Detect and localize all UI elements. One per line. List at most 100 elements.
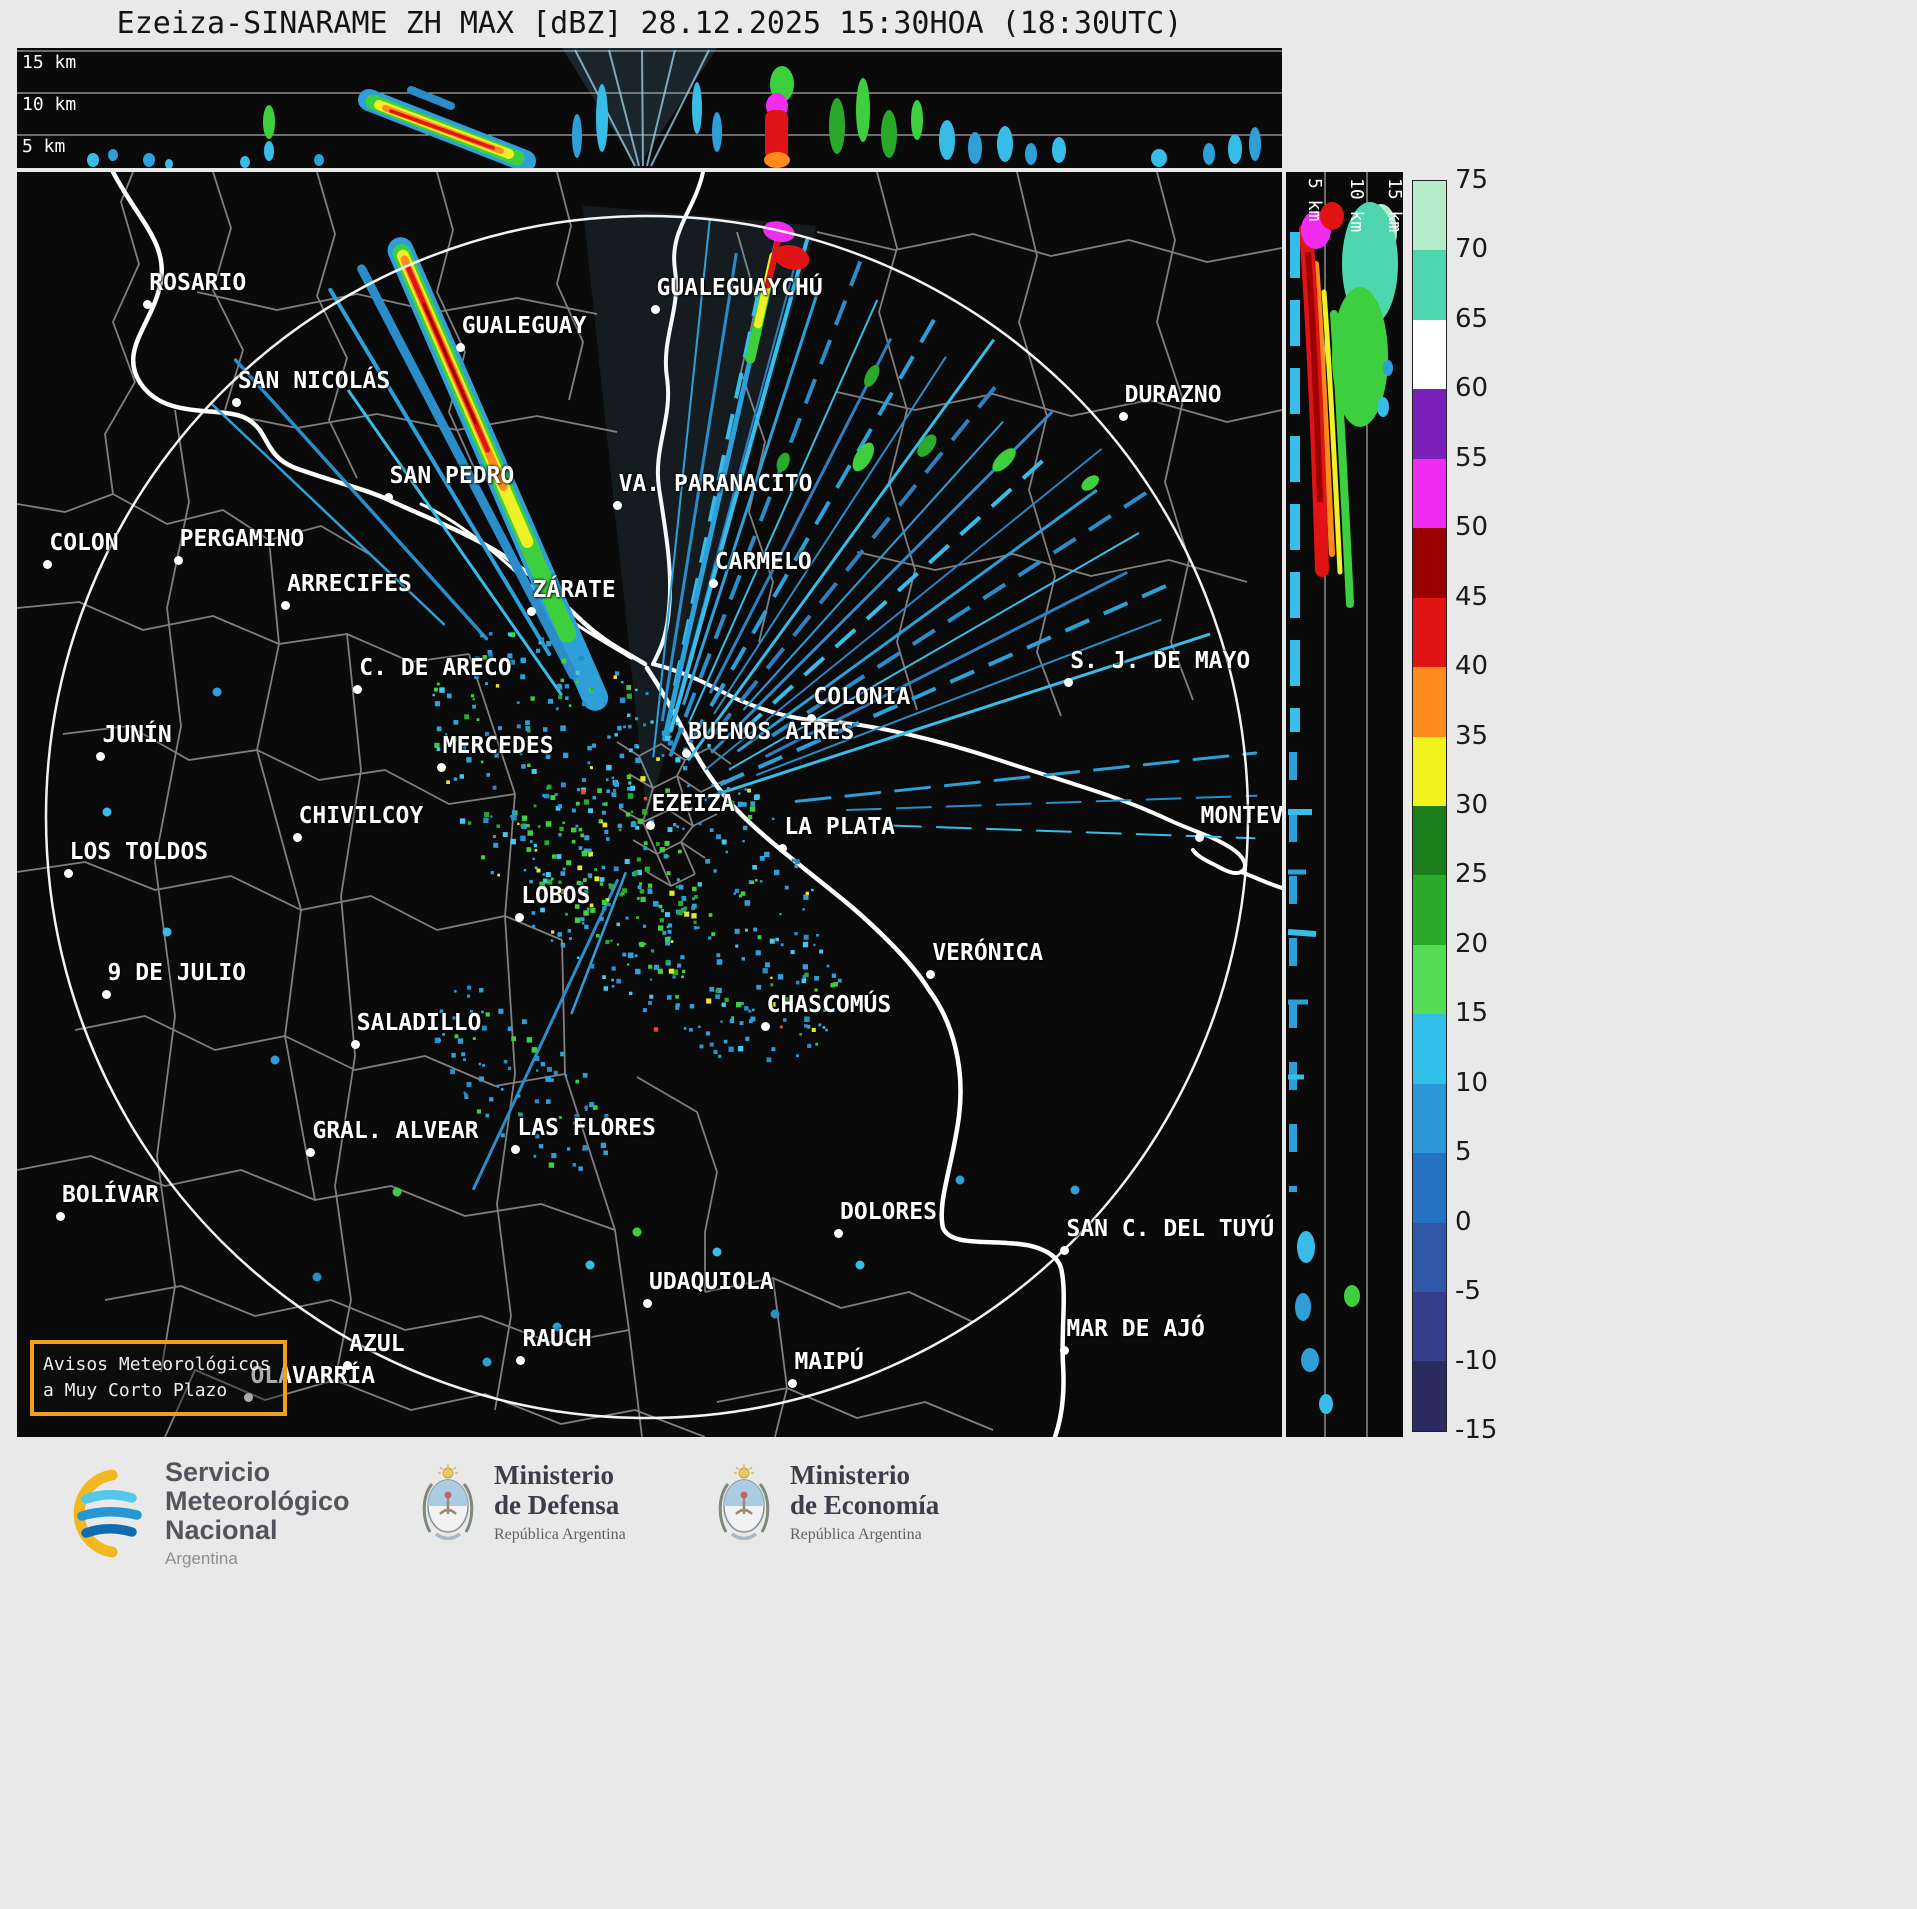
altitude-label-5km: 5 km <box>1304 178 1325 222</box>
city-dot <box>526 606 536 616</box>
city-label: DURAZNO <box>1124 382 1222 409</box>
city-dot <box>43 560 53 570</box>
city-label: PERGAMINO <box>179 526 305 553</box>
city-dot <box>353 685 363 695</box>
city-dot <box>807 714 817 724</box>
city-label: S. J. DE MAYO <box>1070 647 1251 674</box>
city-label: BUENOS AIRES <box>688 718 855 745</box>
colorbar-tick: 70 <box>1455 234 1489 265</box>
city-dot <box>63 868 73 878</box>
city-label: BOLÍVAR <box>62 1181 159 1208</box>
city-dot <box>788 1378 798 1388</box>
city-dot <box>612 500 622 510</box>
city-dot <box>642 1298 652 1308</box>
city-label: GUALEGUAYCHÚ <box>656 274 823 301</box>
city-dot <box>515 913 525 923</box>
colorbar-segment <box>1413 1014 1446 1084</box>
city-label: SALADILLO <box>356 1009 482 1036</box>
colorbar-segment <box>1413 250 1446 320</box>
colorbar-segment <box>1413 736 1446 806</box>
smn-logo-icon <box>73 1469 142 1558</box>
city-label: CARMELO <box>714 549 812 576</box>
city-dot <box>650 304 660 314</box>
city-label: OLAVARRÍA <box>250 1362 376 1389</box>
city-label: UDAQUIOLA <box>648 1268 774 1295</box>
city-label: VA. PARANACITO <box>618 470 813 497</box>
ministerio-economia-logo: Ministerio de Economía República Argenti… <box>716 1460 939 1544</box>
city-dot <box>173 556 183 566</box>
city-dot <box>350 1039 360 1049</box>
city-label: VERÓNICA <box>932 940 1044 966</box>
city-layer: ROSARIO GUALEGUAYCHÚ GUALEGUAY SAN NICOLÁS D… <box>17 172 1282 1437</box>
city-label: LA PLATA <box>784 813 896 840</box>
city-label: MAIPÚ <box>794 1348 864 1375</box>
altitude-label-15km: 15 km <box>1384 178 1403 233</box>
city-dot <box>516 1355 526 1365</box>
colorbar-tick: 45 <box>1455 581 1489 612</box>
city-dot <box>292 833 302 843</box>
colorbar-tick: 40 <box>1455 651 1489 682</box>
city-label: LOS TOLDOS <box>69 838 209 865</box>
smn-logo: Servicio Meteorológico Nacional Argentin… <box>52 1457 350 1569</box>
colorbar-tick: 75 <box>1455 165 1489 195</box>
economia-line2: de Economía <box>790 1490 940 1521</box>
colorbar-tick: 15 <box>1455 998 1489 1029</box>
colorbar-segment <box>1413 319 1446 390</box>
colorbar-segment <box>1413 1222 1446 1292</box>
colorbar-segment <box>1413 458 1446 529</box>
radar-map-panel: ROSARIO GUALEGUAYCHÚ GUALEGUAY SAN NICOLÁS D… <box>17 172 1282 1437</box>
city-label: AZUL <box>349 1330 405 1357</box>
city-label: C. DE ARECO <box>359 655 512 682</box>
city-dot <box>231 398 241 408</box>
smn-country: Argentina <box>165 1549 238 1569</box>
city-label: DOLORES <box>839 1199 937 1226</box>
city-dot <box>760 1021 770 1031</box>
city-dot <box>708 579 718 589</box>
defensa-country: República Argentina <box>494 1526 626 1544</box>
altitude-label-5km: 5 km <box>22 136 66 157</box>
city-label: MERCEDES <box>442 732 554 759</box>
city-label: MONTEVIDEO <box>1200 803 1283 830</box>
coat-of-arms-icon <box>718 1464 770 1541</box>
colorbar-segment <box>1413 1153 1446 1223</box>
colorbar-segment <box>1413 944 1446 1015</box>
smn-name-line2: Meteorológico <box>165 1486 350 1517</box>
colorbar-tick: 65 <box>1455 303 1489 334</box>
city-label: GUALEGUAY <box>461 312 587 339</box>
top-cross-section-chart <box>17 48 1282 168</box>
city-dot <box>383 493 393 503</box>
city-dot <box>436 762 446 772</box>
colorbar-tick: -10 <box>1455 1345 1498 1376</box>
coat-of-arms-icon <box>422 1464 474 1541</box>
city-dot <box>143 299 153 309</box>
city-label: SAN NICOLÁS <box>237 368 391 395</box>
city-label: CHASCOMÚS <box>766 991 892 1018</box>
city-label: ROSARIO <box>149 269 247 296</box>
altitude-label-10km: 10 km <box>1346 178 1367 233</box>
city-dot <box>343 1360 353 1370</box>
colorbar-tick: 35 <box>1455 720 1489 751</box>
colorbar-tick: 25 <box>1455 859 1489 890</box>
city-dot <box>306 1148 316 1158</box>
city-label: GRAL. ALVEAR <box>312 1118 479 1145</box>
storm-streak <box>358 86 536 168</box>
city-dot <box>244 1392 254 1402</box>
city-dot <box>682 748 692 758</box>
colorbar-segment <box>1413 181 1446 251</box>
city-label: SAN C. DEL TUYÚ <box>1066 1215 1275 1242</box>
city-label: SAN PEDRO <box>389 463 515 490</box>
city-label: EZEIZA <box>651 790 735 817</box>
colorbar-segment <box>1413 597 1446 668</box>
city-dot <box>926 970 936 979</box>
colorbar-segment <box>1413 528 1446 598</box>
warning-box[interactable]: Avisos Meteorológicos a Muy Corto Plazo <box>30 1340 287 1417</box>
colorbar-segment <box>1413 1292 1446 1362</box>
colorbar-segment <box>1413 667 1446 737</box>
colorbar-tick: 50 <box>1455 512 1489 543</box>
city-label: ZÁRATE <box>532 576 616 603</box>
dbz-colorbar-ticks: 75 70 65 60 55 50 45 40 35 30 25 20 15 10 5 0 -5 -10 -15 <box>1455 166 1535 1444</box>
colorbar-tick: 10 <box>1455 1067 1489 1098</box>
city-label: LAS FLORES <box>517 1114 656 1141</box>
city-dot <box>1118 412 1128 422</box>
